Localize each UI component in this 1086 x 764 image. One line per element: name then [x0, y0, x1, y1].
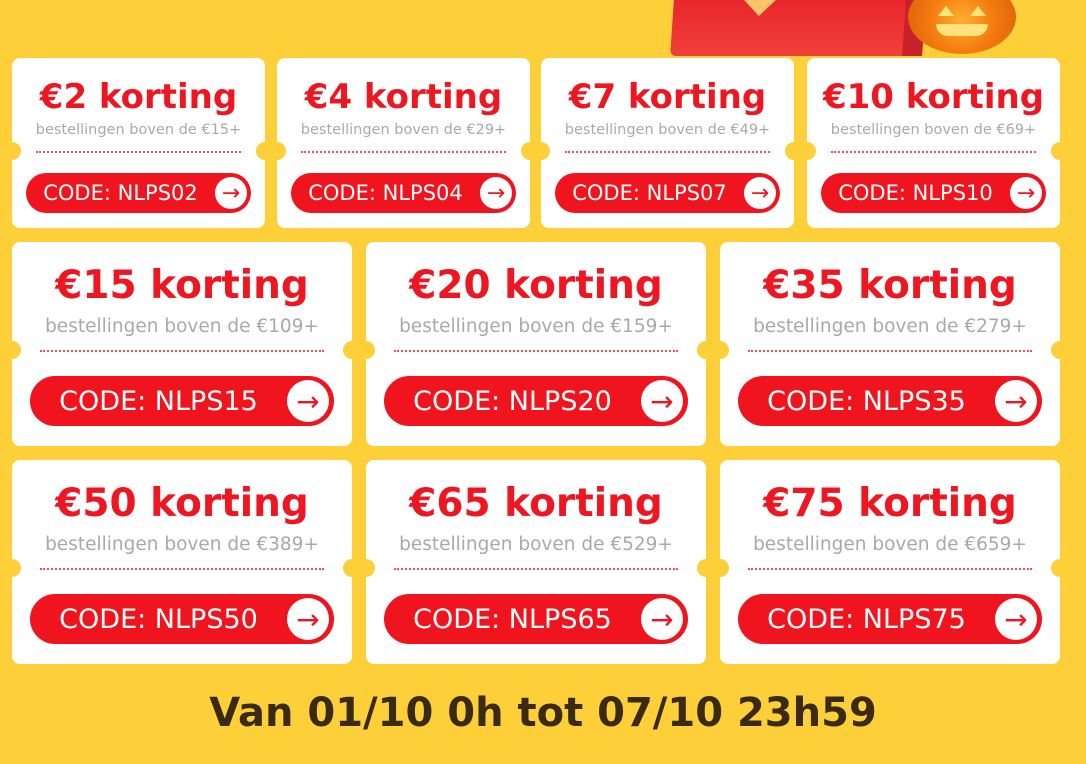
coupon-card: €2 korting bestellingen boven de €15+ CO… — [3, 58, 274, 228]
coupon-code: CODE: NLPS10 — [838, 181, 993, 205]
discount-title: €65 korting — [409, 481, 663, 526]
shopping-bag-illustration — [670, 0, 926, 56]
arrow-right-icon: → — [995, 380, 1037, 422]
divider — [394, 350, 678, 352]
coupon-code: CODE: NLPS02 — [43, 181, 198, 205]
divider — [565, 151, 770, 153]
copy-code-button[interactable]: CODE: NLPS07 → — [555, 173, 780, 213]
discount-title: €20 korting — [409, 263, 663, 308]
discount-condition: bestellingen boven de €529+ — [399, 534, 673, 555]
discount-condition: bestellingen boven de €29+ — [300, 122, 507, 138]
copy-code-button[interactable]: CODE: NLPS04 → — [291, 173, 516, 213]
discount-condition: bestellingen boven de €109+ — [45, 316, 319, 337]
ticket-notch — [697, 559, 715, 577]
divider — [831, 151, 1036, 153]
divider — [301, 151, 506, 153]
ticket-notch — [268, 142, 286, 160]
copy-code-button[interactable]: CODE: NLPS20 → — [384, 376, 688, 426]
coupon-card: €10 korting bestellingen boven de €69+ C… — [798, 58, 1069, 228]
discount-condition: bestellingen boven de €49+ — [564, 122, 771, 138]
coupon-card: €7 korting bestellingen boven de €49+ CO… — [532, 58, 803, 228]
discount-title: €50 korting — [55, 481, 309, 526]
discount-title: €2 korting — [39, 77, 238, 117]
arrow-right-icon: → — [1010, 177, 1042, 209]
coupon-card: €50 korting bestellingen boven de €389+ … — [3, 460, 361, 664]
arrow-right-icon: → — [744, 177, 776, 209]
discount-title: €15 korting — [55, 263, 309, 308]
arrow-right-icon: → — [480, 177, 512, 209]
discount-condition: bestellingen boven de €69+ — [830, 122, 1037, 138]
coupon-card: €15 korting bestellingen boven de €109+ … — [3, 242, 361, 446]
arrow-right-icon: → — [215, 177, 247, 209]
ticket-notch — [798, 142, 816, 160]
arrow-right-icon: → — [287, 380, 329, 422]
ticket-notch — [343, 341, 361, 359]
ticket-notch — [532, 142, 550, 160]
arrow-right-icon: → — [287, 598, 329, 640]
ticket-notch — [3, 142, 21, 160]
divider — [40, 350, 324, 352]
divider — [40, 568, 324, 570]
coupon-code: CODE: NLPS50 — [59, 603, 258, 635]
copy-code-button[interactable]: CODE: NLPS35 → — [738, 376, 1042, 426]
discount-title: €10 korting — [822, 77, 1045, 117]
ticket-notch — [343, 559, 361, 577]
arrow-right-icon: → — [995, 598, 1037, 640]
ticket-notch — [1051, 341, 1069, 359]
copy-code-button[interactable]: CODE: NLPS65 → — [384, 594, 688, 644]
discount-title: €75 korting — [763, 481, 1017, 526]
ticket-notch — [711, 341, 729, 359]
ticket-notch — [1051, 142, 1069, 160]
ticket-notch — [1051, 559, 1069, 577]
coupon-code: CODE: NLPS75 — [767, 603, 966, 635]
discount-condition: bestellingen boven de €279+ — [753, 316, 1027, 337]
coupon-card: €65 korting bestellingen boven de €529+ … — [357, 460, 715, 664]
copy-code-button[interactable]: CODE: NLPS15 → — [30, 376, 334, 426]
pumpkin-illustration — [908, 0, 1016, 54]
discount-title: €4 korting — [304, 77, 503, 117]
ticket-notch — [357, 341, 375, 359]
ticket-notch — [357, 559, 375, 577]
coupon-code: CODE: NLPS04 — [308, 181, 463, 205]
divider — [36, 151, 241, 153]
copy-code-button[interactable]: CODE: NLPS75 → — [738, 594, 1042, 644]
arrow-right-icon: → — [641, 598, 683, 640]
coupon-code: CODE: NLPS15 — [59, 385, 258, 417]
promo-period: Van 01/10 0h tot 07/10 23h59 — [209, 690, 877, 736]
discount-condition: bestellingen boven de €389+ — [45, 534, 319, 555]
divider — [748, 568, 1032, 570]
discount-title: €35 korting — [763, 263, 1017, 308]
arrow-right-icon: → — [641, 380, 683, 422]
coupon-code: CODE: NLPS07 — [572, 181, 727, 205]
divider — [748, 350, 1032, 352]
divider — [394, 568, 678, 570]
ticket-notch — [697, 341, 715, 359]
coupon-card: €75 korting bestellingen boven de €659+ … — [711, 460, 1069, 664]
ticket-notch — [3, 559, 21, 577]
discount-title: €7 korting — [568, 77, 767, 117]
coupon-code: CODE: NLPS65 — [413, 603, 612, 635]
coupon-code: CODE: NLPS20 — [413, 385, 612, 417]
coupon-card: €4 korting bestellingen boven de €29+ CO… — [268, 58, 539, 228]
discount-condition: bestellingen boven de €15+ — [35, 122, 242, 138]
coupon-card: €35 korting bestellingen boven de €279+ … — [711, 242, 1069, 446]
ticket-notch — [3, 341, 21, 359]
copy-code-button[interactable]: CODE: NLPS50 → — [30, 594, 334, 644]
discount-condition: bestellingen boven de €659+ — [753, 534, 1027, 555]
coupon-code: CODE: NLPS35 — [767, 385, 966, 417]
ticket-notch — [711, 559, 729, 577]
coupon-card: €20 korting bestellingen boven de €159+ … — [357, 242, 715, 446]
discount-condition: bestellingen boven de €159+ — [399, 316, 673, 337]
copy-code-button[interactable]: CODE: NLPS10 → — [821, 173, 1046, 213]
copy-code-button[interactable]: CODE: NLPS02 → — [26, 173, 251, 213]
